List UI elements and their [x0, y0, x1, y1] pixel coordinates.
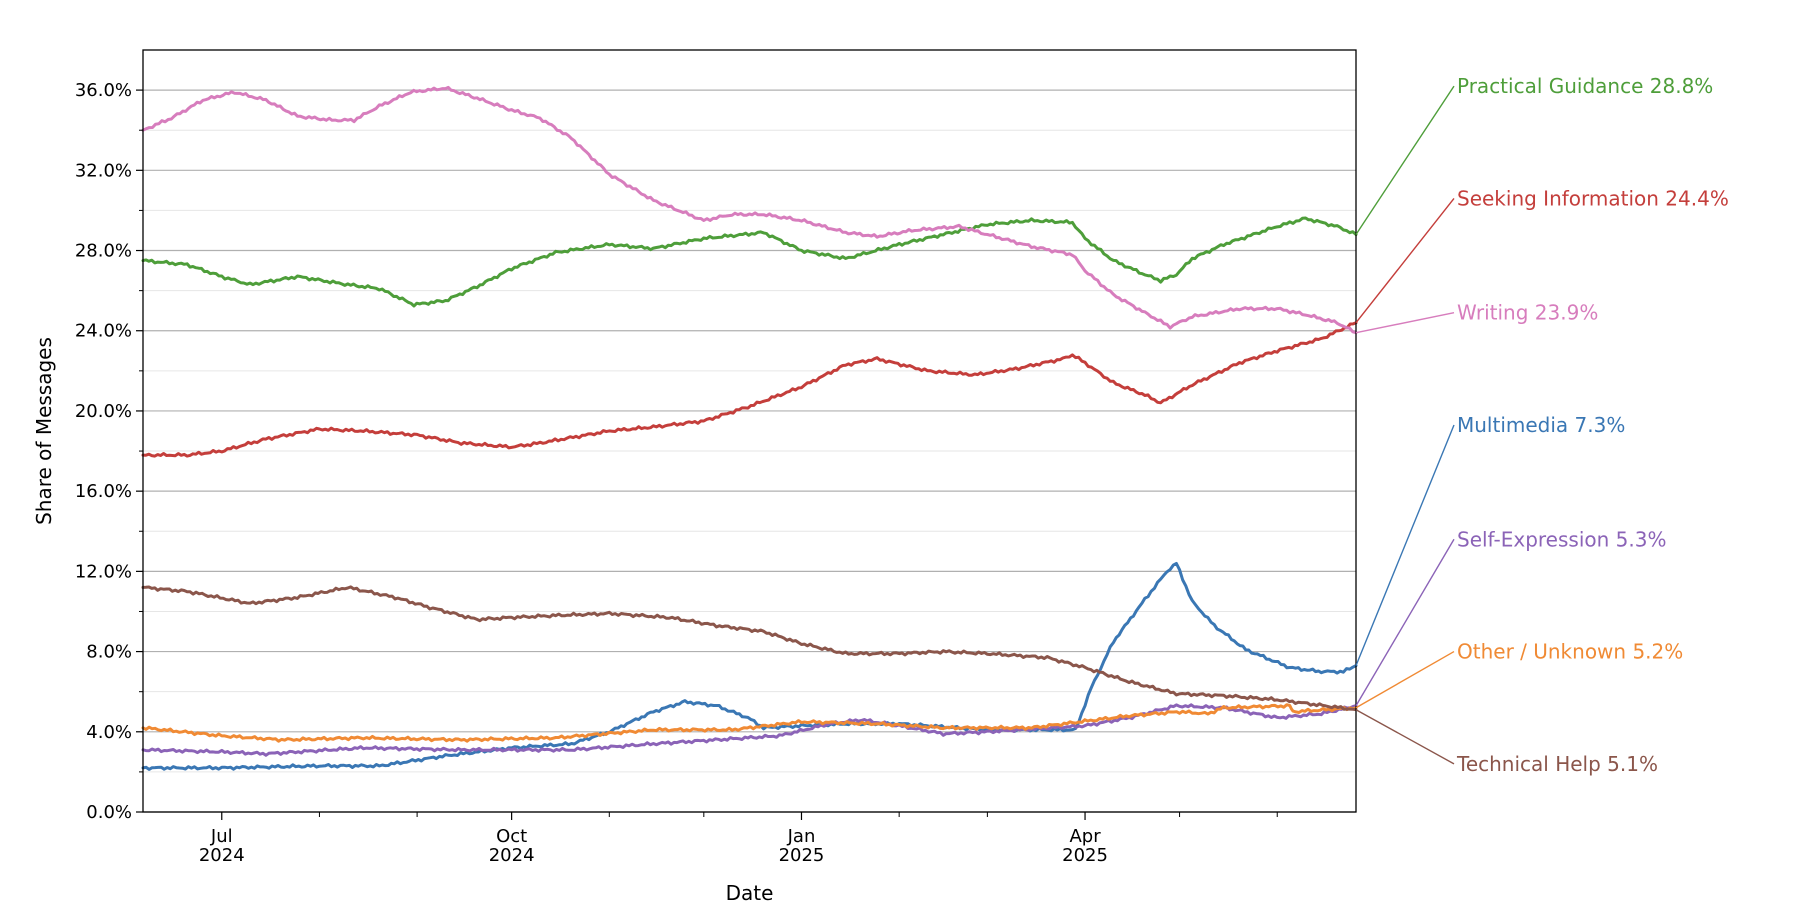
end-label: Multimedia 7.3%: [1457, 413, 1625, 437]
end-label-leader: [1355, 650, 1455, 709]
y-tick-label: 4.0%: [86, 722, 132, 743]
y-tick-label: 12.0%: [75, 561, 132, 582]
series-line: [141, 585, 1358, 712]
end-label-leader: [1355, 312, 1455, 334]
end-label: Technical Help 5.1%: [1456, 752, 1658, 776]
x-axis-label: Date: [726, 881, 774, 905]
end-label: Practical Guidance 28.8%: [1457, 74, 1713, 98]
y-tick-label: 36.0%: [75, 80, 132, 101]
y-tick-label: 16.0%: [75, 481, 132, 502]
series-line: [141, 703, 1358, 743]
plot-frame: [142, 49, 1357, 813]
end-label-leader: [1355, 709, 1455, 765]
series-lines: [141, 85, 1358, 771]
y-tick-label: 32.0%: [75, 160, 132, 181]
end-label-leader: [1355, 538, 1455, 707]
end-label-leader: [1355, 85, 1455, 235]
end-label-leader: [1355, 424, 1455, 666]
end-label: Other / Unknown 5.2%: [1457, 640, 1683, 664]
series-line: [141, 321, 1358, 458]
x-tick-year-label: 2025: [779, 845, 825, 866]
y-tick-label: 24.0%: [75, 321, 132, 342]
x-tick-label: Jul: [210, 826, 233, 847]
series-line: [141, 85, 1358, 335]
x-tick-year-label: 2024: [489, 845, 535, 866]
y-tick-label: 0.0%: [86, 802, 132, 823]
axes: 0.0% 4.0% 8.0% 12.0% 16.0% 20.0% 24.0% 28.0% 32.…: [75, 80, 1278, 866]
x-tick-label: Oct: [496, 826, 527, 847]
series-line: [141, 703, 1358, 757]
y-tick-label: 8.0%: [86, 642, 132, 663]
series-line: [141, 562, 1358, 771]
end-label-leader: [1355, 197, 1455, 324]
x-tick-year-label: 2024: [199, 845, 245, 866]
end-label: Writing 23.9%: [1457, 301, 1598, 325]
end-label: Self-Expression 5.3%: [1457, 527, 1666, 551]
x-tick-label: Apr: [1069, 826, 1101, 847]
y-axis-label: Share of Messages: [32, 337, 56, 525]
end-label: Seeking Information 24.4%: [1457, 186, 1729, 210]
end-labels: Practical Guidance 28.8% Seeking Informat…: [1355, 74, 1729, 776]
series-line: [141, 216, 1358, 308]
x-tick-label: Jan: [787, 826, 816, 847]
x-tick-year-label: 2025: [1062, 845, 1108, 866]
y-tick-label: 20.0%: [75, 401, 132, 422]
y-tick-label: 28.0%: [75, 241, 132, 262]
